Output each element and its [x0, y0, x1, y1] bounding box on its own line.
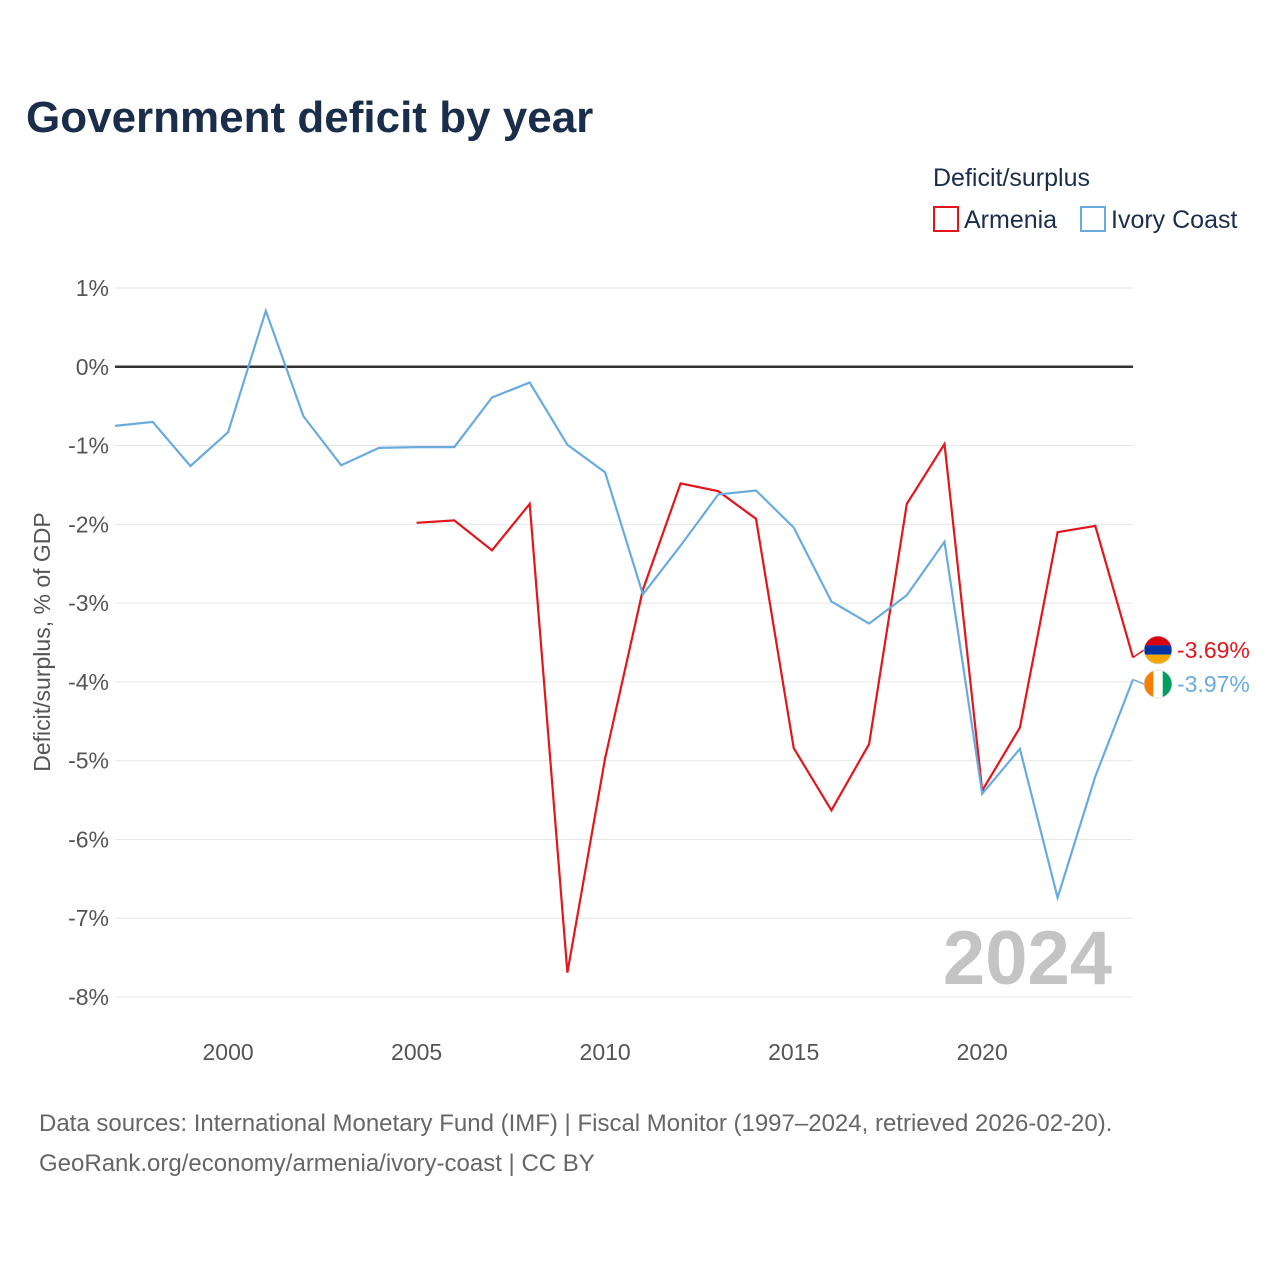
y-tick-label: -3%: [68, 590, 109, 616]
legend-swatch-armenia: [933, 206, 959, 232]
series-layer: [114, 307, 1135, 973]
y-tick-label: -4%: [68, 669, 109, 695]
y-tick-label: -7%: [68, 905, 109, 931]
x-tick-label: 2005: [391, 1039, 442, 1065]
y-tick-label: -2%: [68, 511, 109, 537]
x-tick-label: 2020: [957, 1039, 1008, 1065]
end-connector: [1132, 649, 1145, 659]
chart-title: Government deficit by year: [26, 93, 593, 142]
year-watermark: 2024: [943, 916, 1112, 1001]
x-tick-label: 2010: [580, 1039, 631, 1065]
end-connector: [1132, 678, 1145, 685]
source-line-1: Data sources: International Monetary Fun…: [39, 1110, 1112, 1137]
x-tick-label: 2000: [203, 1039, 254, 1065]
y-tick-label: -5%: [68, 748, 109, 774]
x-tick-label: 2015: [768, 1039, 819, 1065]
x-axis-ticks: 2000 2005 2010 2015 2020: [203, 1039, 1008, 1065]
armenia-flag-icon: [1143, 635, 1173, 665]
legend: Armenia Ivory Coast: [933, 206, 1237, 234]
legend-label-ivory-coast: Ivory Coast: [1111, 206, 1237, 234]
end-value-label: -3.69%: [1177, 637, 1250, 663]
legend-label-armenia: Armenia: [964, 206, 1057, 234]
grid: [115, 287, 1133, 998]
y-tick-label: -1%: [68, 433, 109, 459]
y-axis-ticks: 1% 0% -1% -2% -3% -4% -5% -6% -7% -8%: [68, 275, 109, 1010]
legend-title: Deficit/surplus: [933, 164, 1090, 192]
series-line-armenia: [416, 440, 1135, 973]
end-value-label: -3.97%: [1177, 671, 1250, 697]
legend-swatch-ivory-coast: [1080, 206, 1106, 232]
y-tick-label: 1%: [76, 275, 109, 301]
y-tick-label: -8%: [68, 984, 109, 1010]
source-line-2: GeoRank.org/economy/armenia/ivory-coast …: [39, 1150, 595, 1177]
series-line-ivory-coast: [114, 307, 1135, 902]
end-markers: -3.69% -3.97%: [1132, 635, 1250, 699]
ivory-coast-flag-icon: [1143, 669, 1173, 699]
y-tick-label: -6%: [68, 826, 109, 852]
y-tick-label: 0%: [76, 354, 109, 380]
y-axis-label: Deficit/surplus, % of GDP: [29, 512, 55, 771]
